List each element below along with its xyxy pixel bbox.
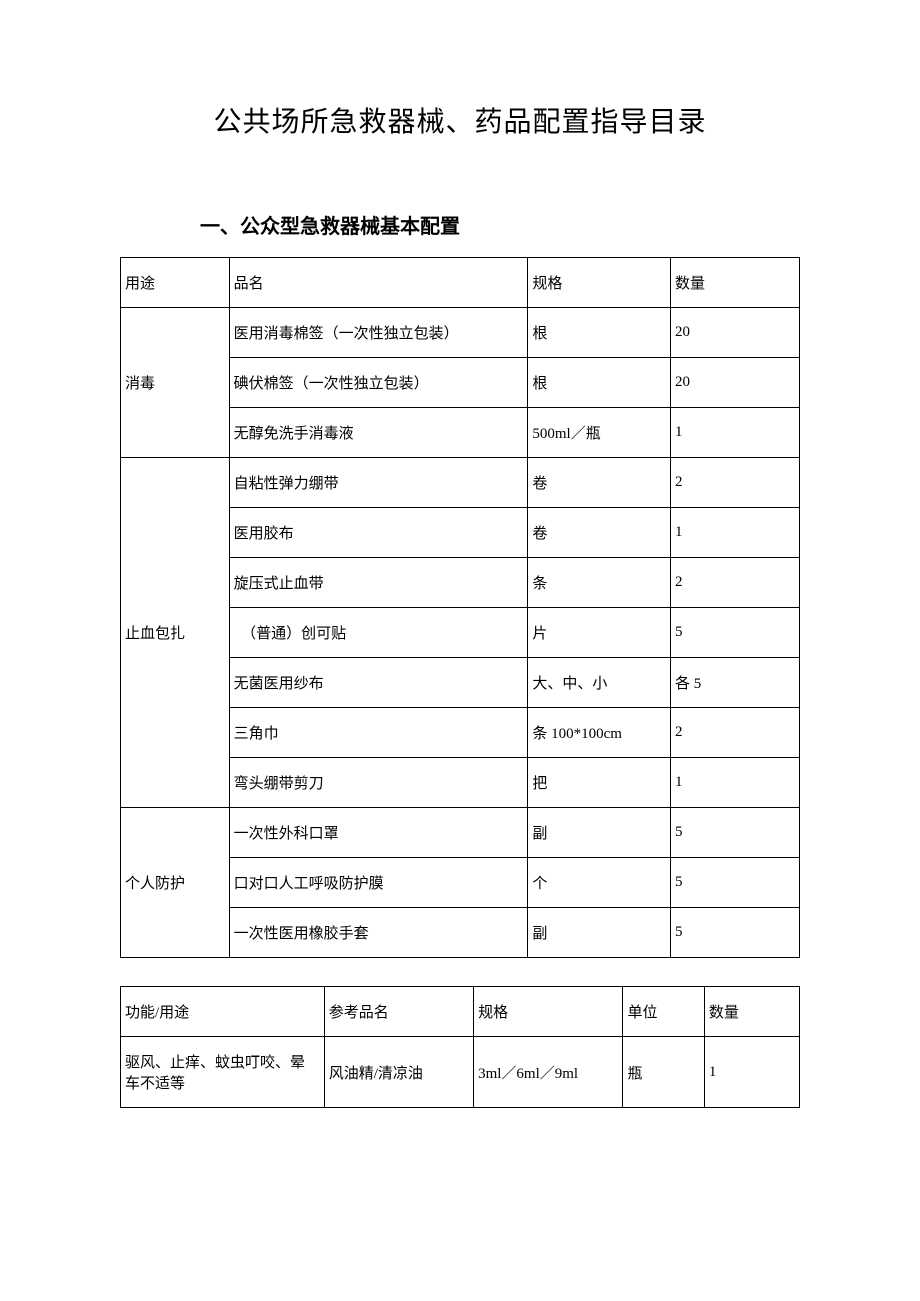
cell-spec: 条 100*100cm bbox=[528, 708, 671, 758]
cell-spec: 片 bbox=[528, 608, 671, 658]
cell-qty: 2 bbox=[670, 708, 799, 758]
cell-name: 自粘性弹力绷带 bbox=[229, 458, 528, 508]
cell-qty: 1 bbox=[670, 758, 799, 808]
cell-qty: 2 bbox=[670, 458, 799, 508]
cell-qty: 2 bbox=[670, 558, 799, 608]
cell-name: 医用消毒棉签（一次性独立包装） bbox=[229, 308, 528, 358]
cell-qty: 20 bbox=[670, 358, 799, 408]
cell-use: 消毒 bbox=[121, 308, 230, 458]
cell-use: 个人防护 bbox=[121, 808, 230, 958]
cell-qty: 5 bbox=[670, 908, 799, 958]
cell-spec: 根 bbox=[528, 308, 671, 358]
cell-spec: 个 bbox=[528, 858, 671, 908]
header-qty: 数量 bbox=[670, 258, 799, 308]
cell-ref: 风油精/清凉油 bbox=[324, 1037, 473, 1108]
cell-use: 止血包扎 bbox=[121, 458, 230, 808]
equipment-table: 用途品名规格数量消毒医用消毒棉签（一次性独立包装）根20碘伏棉签（一次性独立包装… bbox=[120, 257, 800, 958]
header-use: 用途 bbox=[121, 258, 230, 308]
cell-spec: 大、中、小 bbox=[528, 658, 671, 708]
table-row: 个人防护一次性外科口罩副5 bbox=[121, 808, 800, 858]
cell-qty: 1 bbox=[670, 408, 799, 458]
cell-qty: 各 5 bbox=[670, 658, 799, 708]
section-heading-1: 一、公众型急救器械基本配置 bbox=[200, 210, 800, 239]
cell-spec: 把 bbox=[528, 758, 671, 808]
cell-spec: 副 bbox=[528, 808, 671, 858]
cell-name: 无醇免洗手消毒液 bbox=[229, 408, 528, 458]
table-header-row: 用途品名规格数量 bbox=[121, 258, 800, 308]
cell-unit: 瓶 bbox=[623, 1037, 704, 1108]
header-qty: 数量 bbox=[704, 987, 799, 1037]
cell-qty: 5 bbox=[670, 808, 799, 858]
cell-spec: 根 bbox=[528, 358, 671, 408]
table-row: 消毒医用消毒棉签（一次性独立包装）根20 bbox=[121, 308, 800, 358]
cell-name: 医用胶布 bbox=[229, 508, 528, 558]
cell-spec: 卷 bbox=[528, 458, 671, 508]
table-header-row: 功能/用途参考品名规格单位数量 bbox=[121, 987, 800, 1037]
header-unit: 单位 bbox=[623, 987, 704, 1037]
cell-name: 无菌医用纱布 bbox=[229, 658, 528, 708]
header-func: 功能/用途 bbox=[121, 987, 325, 1037]
cell-name: 一次性医用橡胶手套 bbox=[229, 908, 528, 958]
cell-name: 口对口人工呼吸防护膜 bbox=[229, 858, 528, 908]
medicine-table: 功能/用途参考品名规格单位数量驱风、止痒、蚊虫叮咬、晕车不适等风油精/清凉油3m… bbox=[120, 986, 800, 1108]
cell-func: 驱风、止痒、蚊虫叮咬、晕车不适等 bbox=[121, 1037, 325, 1108]
cell-spec: 副 bbox=[528, 908, 671, 958]
header-name: 品名 bbox=[229, 258, 528, 308]
header-spec: 规格 bbox=[528, 258, 671, 308]
cell-spec: 卷 bbox=[528, 508, 671, 558]
header-ref: 参考品名 bbox=[324, 987, 473, 1037]
cell-name: （普通）创可贴 bbox=[229, 608, 528, 658]
table-row: 驱风、止痒、蚊虫叮咬、晕车不适等风油精/清凉油3ml／6ml／9ml瓶1 bbox=[121, 1037, 800, 1108]
cell-qty: 1 bbox=[670, 508, 799, 558]
cell-qty: 5 bbox=[670, 858, 799, 908]
cell-spec: 条 bbox=[528, 558, 671, 608]
cell-spec: 3ml／6ml／9ml bbox=[474, 1037, 623, 1108]
cell-spec: 500ml／瓶 bbox=[528, 408, 671, 458]
cell-qty: 20 bbox=[670, 308, 799, 358]
cell-name: 旋压式止血带 bbox=[229, 558, 528, 608]
cell-name: 碘伏棉签（一次性独立包装） bbox=[229, 358, 528, 408]
cell-name: 一次性外科口罩 bbox=[229, 808, 528, 858]
cell-qty: 1 bbox=[704, 1037, 799, 1108]
cell-name: 三角巾 bbox=[229, 708, 528, 758]
cell-qty: 5 bbox=[670, 608, 799, 658]
header-spec: 规格 bbox=[474, 987, 623, 1037]
table-row: 止血包扎自粘性弹力绷带卷2 bbox=[121, 458, 800, 508]
cell-name: 弯头绷带剪刀 bbox=[229, 758, 528, 808]
page-title: 公共场所急救器械、药品配置指导目录 bbox=[120, 100, 800, 140]
